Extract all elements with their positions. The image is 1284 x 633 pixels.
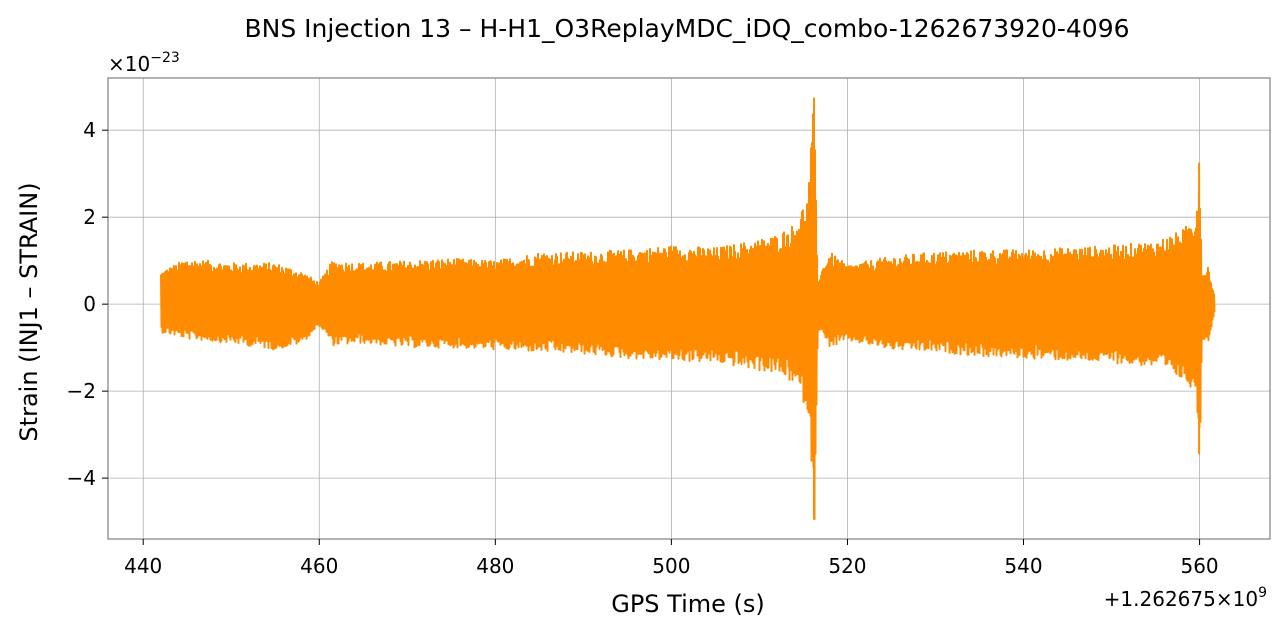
strain-trace <box>160 97 1216 521</box>
x-tick-label: 520 <box>828 554 866 578</box>
y-tick-labels: −4 −2 0 2 4 <box>67 118 96 490</box>
x-tick-label: 540 <box>1004 554 1042 578</box>
y-tick-label: −2 <box>67 379 96 403</box>
x-tick-label: 440 <box>124 554 162 578</box>
y-tick-label: 0 <box>83 292 96 316</box>
x-tick-label: 560 <box>1180 554 1218 578</box>
x-tick-label: 460 <box>300 554 338 578</box>
y-scale-exponent: −23 <box>150 50 180 66</box>
y-axis-label: Strain (INJ1 – STRAIN) <box>15 182 43 441</box>
x-axis-label: GPS Time (s) <box>611 590 765 618</box>
x-tick-label: 500 <box>652 554 690 578</box>
x-offset-base: +1.262675×10 <box>1104 587 1258 611</box>
plot-frame <box>107 77 1271 540</box>
x-offset-label: +1.262675×109 <box>1104 585 1267 611</box>
y-tick-label: 2 <box>83 205 96 229</box>
strain-series-line <box>160 97 1216 521</box>
x-offset-exponent: 9 <box>1258 585 1267 601</box>
y-tick-label: −4 <box>67 466 96 490</box>
y-scale-multiplier: ×10−23 <box>108 50 180 76</box>
y-scale-base: ×10 <box>108 52 150 76</box>
x-tick-label: 480 <box>476 554 514 578</box>
chart-title: BNS Injection 13 – H-H1_O3ReplayMDC_iDQ_… <box>244 14 1129 43</box>
y-tick-label: 4 <box>83 118 96 142</box>
axes <box>102 77 1271 545</box>
x-tick-labels: 440 460 480 500 520 540 560 <box>124 554 1219 578</box>
